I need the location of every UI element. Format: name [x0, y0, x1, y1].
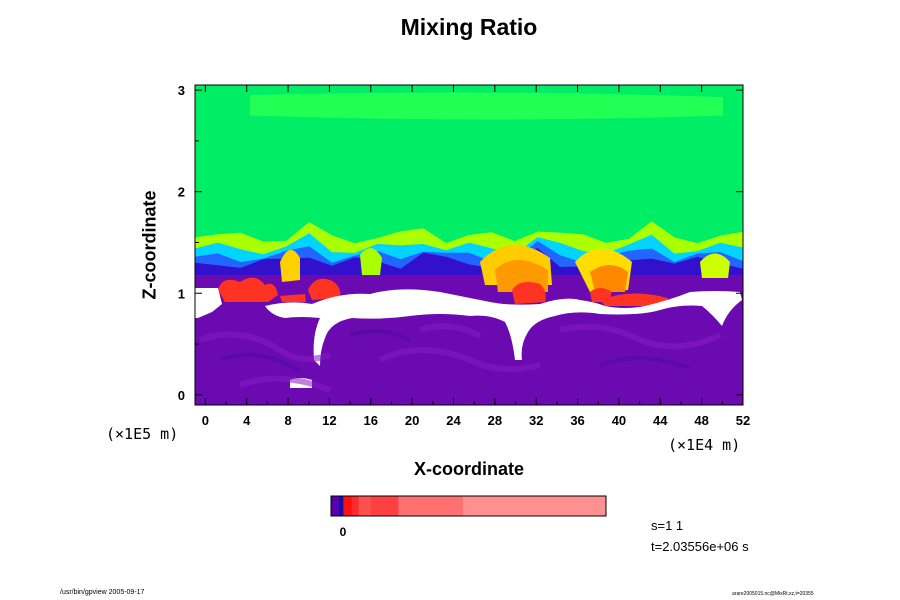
x-tick-label: 12: [322, 413, 336, 428]
x-tick-label: 28: [488, 413, 502, 428]
x-tick-label: 0: [202, 413, 209, 428]
t-value-label: t=2.03556e+06 s: [651, 539, 749, 554]
x-tick-label: 8: [284, 413, 291, 428]
red-region: [280, 294, 306, 302]
colorbar: 0: [330, 495, 607, 539]
y-tick-label: 3: [178, 83, 185, 98]
x-tick-label: 48: [694, 413, 708, 428]
s-value-label: s=1 1: [651, 518, 684, 533]
colorbar-segment: [351, 496, 359, 516]
colorbar-segment: [331, 496, 340, 516]
y-tick-label: 1: [178, 286, 185, 301]
x-tick-label: 36: [570, 413, 584, 428]
x-tick-label: 16: [364, 413, 378, 428]
red-region: [600, 293, 668, 306]
y-tick-label: 2: [178, 185, 185, 200]
yellow-plume: [700, 253, 730, 278]
footer-right: arare2005015.nc@MixRt,xz,t=20355: [732, 591, 814, 597]
colorbar-segment: [370, 496, 399, 516]
footer-left: /usr/bin/gpview 2005-09-17: [60, 589, 145, 596]
z-scale-label: (×1E5 m): [106, 425, 179, 443]
colorbar-segment: [358, 496, 372, 516]
chart-title: Mixing Ratio: [400, 14, 538, 40]
lower-streaks: [219, 329, 691, 374]
plot-area: [195, 85, 743, 405]
red-region: [308, 278, 341, 300]
white-region: [195, 288, 222, 318]
field-features: [195, 244, 742, 393]
white-region: [265, 289, 742, 366]
x-tick-label: 40: [612, 413, 626, 428]
x-axis-ticks: 0 4 8 12 16 20 24 28 32 36 40 44 48 52: [202, 85, 750, 428]
y-axis-label: Z-coordinate: [139, 190, 160, 300]
colorbar-segment: [398, 496, 464, 516]
field-layer-upper-band: [250, 92, 723, 120]
yellow-plume: [360, 248, 382, 275]
colorbar-segment: [339, 496, 344, 516]
lower-streaks: [198, 323, 722, 393]
colorbar-frame: [330, 495, 607, 517]
red-region: [218, 277, 278, 302]
x-tick-label: 24: [446, 413, 461, 428]
yellow-plume: [280, 249, 300, 282]
plot-frame: [194, 84, 744, 406]
x-axis-label: X-coordinate: [413, 459, 524, 479]
x-tick-label: 52: [736, 413, 750, 428]
colorbar-tick-label: 0: [340, 525, 347, 539]
x-scale-label: (×1E4 m): [668, 436, 741, 454]
colorbar-segment: [343, 496, 353, 516]
colorbar-segment: [463, 496, 607, 516]
red-region: [512, 282, 546, 304]
x-tick-label: 32: [529, 413, 543, 428]
x-tick-label: 4: [243, 413, 251, 428]
y-tick-label: 0: [178, 388, 185, 403]
y-axis-ticks: 0 1 2 3: [178, 83, 743, 403]
orange-plume: [590, 265, 628, 292]
x-tick-label: 44: [653, 413, 668, 428]
x-tick-label: 20: [405, 413, 419, 428]
